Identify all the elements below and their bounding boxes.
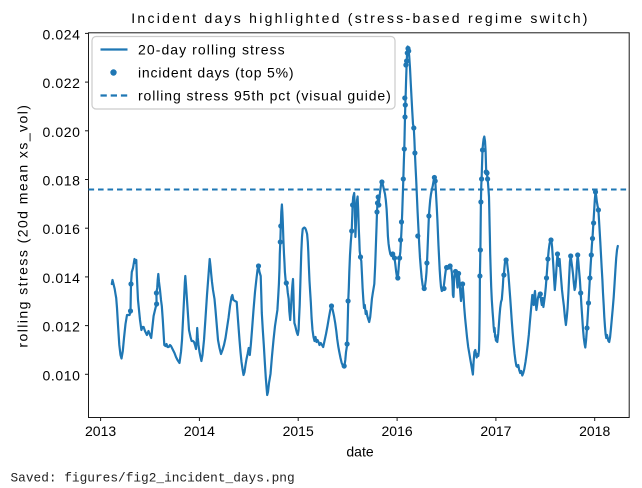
svg-text:rolling stress 95th pct (visua: rolling stress 95th pct (visual guide) (138, 88, 392, 104)
svg-text:0.016: 0.016 (42, 221, 80, 237)
svg-text:2013: 2013 (85, 423, 116, 439)
svg-text:0.024: 0.024 (42, 26, 80, 42)
svg-text:0.010: 0.010 (42, 367, 80, 383)
svg-text:20-day rolling stress: 20-day rolling stress (138, 42, 286, 58)
svg-text:2016: 2016 (382, 423, 413, 439)
svg-text:rolling stress (20d mean xs_vo: rolling stress (20d mean xs_vol) (15, 104, 31, 348)
svg-text:2018: 2018 (579, 423, 610, 439)
svg-text:0.012: 0.012 (42, 319, 80, 335)
svg-text:0.014: 0.014 (42, 270, 80, 286)
svg-text:2017: 2017 (480, 423, 511, 439)
svg-text:0.020: 0.020 (42, 124, 80, 140)
svg-text:incident days (top 5%): incident days (top 5%) (138, 65, 294, 81)
svg-text:2015: 2015 (283, 423, 314, 439)
svg-text:0.018: 0.018 (42, 173, 80, 189)
svg-text:0.022: 0.022 (42, 75, 80, 91)
svg-text:date: date (346, 444, 373, 460)
svg-text:Incident days highlighted (str: Incident days highlighted (stress-based … (131, 10, 589, 26)
svg-text:2014: 2014 (184, 423, 215, 439)
svg-text:Saved: figures/fig2_incident_d: Saved: figures/fig2_incident_days.png (11, 471, 295, 486)
